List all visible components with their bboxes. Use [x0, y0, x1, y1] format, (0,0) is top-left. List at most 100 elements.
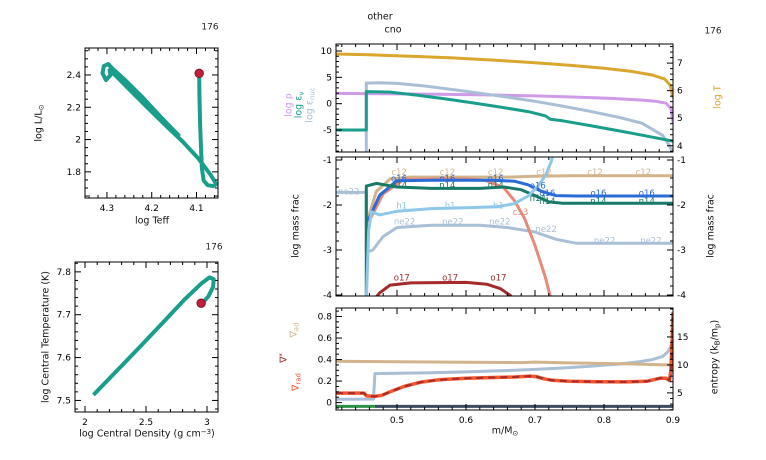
curve-label-ne22: ne22 [394, 218, 415, 228]
curve-n14 [364, 181, 673, 296]
hr-curves [100, 62, 218, 189]
curve-label-o17: o17 [394, 273, 410, 283]
tick-label: 7 [677, 59, 683, 69]
abund-ylabel-right: log mass frac [705, 194, 717, 258]
curve-label-n14: n14 [488, 181, 504, 191]
trho-curves [92, 275, 216, 397]
hr-xlabel: log Teff [134, 215, 170, 227]
thermo-ylabel-log-T: log T [712, 85, 724, 109]
tick-label: 0.5 [390, 416, 404, 426]
label-sub: ⊙ [512, 429, 519, 438]
curve-h1 [364, 157, 555, 296]
trho-current-model-dot [196, 298, 206, 308]
curve-eps-nuc [364, 81, 673, 152]
burn-label-other: other [367, 11, 393, 23]
trho-ylabel: log Central Temperature (K) [40, 271, 52, 403]
curve-label-n14: n14 [539, 197, 555, 207]
tick-label: 2 [75, 136, 81, 146]
tick-label: -1 [677, 156, 686, 166]
curve-label-n14: n14 [590, 197, 606, 207]
grad-ylabel-grad-star: ∇* [278, 353, 290, 363]
hr-ylabel: log L/L⊙ [34, 104, 46, 141]
label-text: ) [211, 428, 215, 440]
curve-label-o17: o17 [490, 273, 506, 283]
model-number-hr: 176 [201, 22, 219, 33]
curve-label-o16: o16 [590, 189, 606, 199]
curve-label-ne22: ne22 [640, 237, 661, 247]
tick-label: 0.8 [597, 416, 612, 426]
tick-label: 5 [326, 73, 332, 83]
grad-ylabel-entropy: entropy (kB/mp) [709, 319, 722, 395]
curve-label-o16: o16 [639, 189, 655, 199]
curve-entropy [336, 338, 673, 401]
curve-label-ne22: ne22 [442, 218, 463, 228]
tick-label: 0 [326, 100, 332, 110]
label-text: /m [709, 327, 721, 341]
curve-label-n14: n14 [639, 197, 655, 207]
tick-label: 0.4 [318, 356, 333, 366]
curve-eps-nu [336, 90, 673, 143]
tick-label: 4.1 [189, 204, 203, 214]
tick-label: 7.7 [57, 311, 71, 321]
mass-xlabel: m/M⊙ [491, 425, 519, 438]
curve-log-rho [336, 91, 673, 123]
tick-label: 4 [677, 142, 683, 152]
label-sub: nuc [308, 87, 317, 101]
tick-label: 3 [204, 418, 210, 428]
label-sub: ν [297, 91, 306, 96]
tick-label: 15 [677, 333, 688, 343]
label-sub: rad [294, 373, 303, 385]
curve-grad-ad [336, 359, 673, 367]
tick-label: 0.2 [318, 377, 332, 387]
curve-label-n14: n14 [391, 181, 407, 191]
thermo-ylabel-log-rho: log ρ [283, 93, 294, 117]
curve-label-c12: c12 [488, 168, 504, 178]
curve-o17 [375, 280, 513, 296]
curve-label-o16: o16 [539, 189, 555, 199]
tick-label: 7.5 [57, 396, 71, 406]
label-text: ) [709, 319, 721, 324]
label-text: entropy (k [709, 345, 721, 395]
label-sup: * [278, 353, 286, 357]
curve-hr-track [100, 62, 218, 189]
tick-label: 7.6 [57, 354, 72, 364]
grad-ylabel-grad-rad: ∇rad [290, 373, 303, 391]
label-text: m/M [491, 425, 513, 437]
curve-label-o16: o16 [488, 174, 504, 184]
profile-abund-curves [336, 157, 673, 296]
profile-thermo-curves [336, 52, 673, 152]
tick-label: 2.2 [67, 103, 81, 113]
trho-xlabel: log Central Density (g cm−3) [79, 429, 215, 439]
model-number-trho: 176 [205, 242, 223, 253]
tick-label: 6 [677, 87, 683, 97]
curve-label-c13: c13 [513, 208, 529, 218]
hr-current-model-dot [194, 68, 204, 79]
tick-label: 0 [326, 399, 332, 409]
curve-label-o16: o16 [391, 174, 407, 184]
curve-label-c12: c12 [636, 168, 652, 178]
tick-label: -5 [323, 126, 332, 136]
tick-label: -4 [677, 291, 686, 301]
label-text: ∇ [288, 331, 300, 338]
curve-label-c12: c12 [440, 168, 456, 178]
profile-grad-curves [336, 312, 673, 408]
label-sub: ⊙ [37, 104, 46, 111]
curve-label-o16: o16 [439, 174, 455, 184]
curve-label-h1: h1 [493, 201, 504, 211]
tick-label: -2 [323, 201, 332, 211]
tick-label: 10 [677, 361, 689, 371]
curve-label-o16: o16 [530, 182, 546, 192]
curve-c12 [366, 174, 673, 219]
label-text: log Central Density (g cm [79, 428, 201, 440]
tick-label: 4.3 [100, 204, 114, 214]
curve-label-ne22: ne22 [338, 188, 359, 198]
curve-label-n14: n14 [439, 181, 455, 191]
curve-label-c12: c12 [587, 168, 603, 178]
curve-label-n14: n14 [530, 194, 546, 204]
tick-label: 2.4 [67, 71, 82, 81]
label-text: ∇ [278, 356, 290, 363]
curve-label-ne22: ne22 [594, 237, 615, 247]
label-text: ∇ [290, 384, 302, 391]
